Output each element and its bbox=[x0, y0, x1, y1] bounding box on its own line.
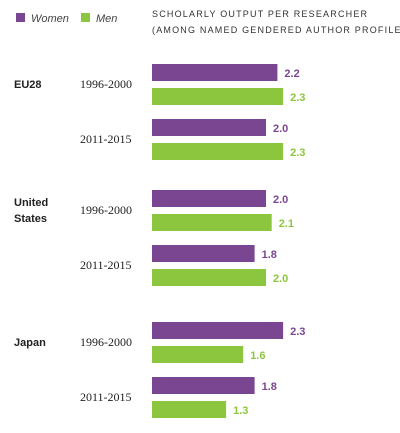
region-label-japan: Japan bbox=[14, 337, 46, 349]
bar-men-united-states-2011-2015 bbox=[152, 269, 266, 286]
period-label-japan-1996-2000: 1996-2000 bbox=[80, 335, 132, 349]
value-label-women-united-states-2011-2015: 1.8 bbox=[262, 249, 277, 261]
bar-women-united-states-1996-2000 bbox=[152, 190, 266, 207]
period-label-eu28-2011-2015: 2011-2015 bbox=[80, 132, 132, 146]
period-label-united-states-1996-2000: 1996-2000 bbox=[80, 203, 132, 217]
value-label-men-united-states-2011-2015: 2.0 bbox=[273, 273, 288, 285]
value-label-women-japan-2011-2015: 1.8 bbox=[262, 381, 277, 393]
bar-women-eu28-2011-2015 bbox=[152, 119, 266, 136]
bar-women-japan-2011-2015 bbox=[152, 377, 255, 394]
value-label-men-japan-1996-2000: 1.6 bbox=[250, 350, 265, 362]
value-label-women-united-states-1996-2000: 2.0 bbox=[273, 194, 288, 206]
legend-swatch-men bbox=[81, 13, 90, 22]
value-label-men-united-states-1996-2000: 2.1 bbox=[279, 218, 294, 230]
region-label-eu28: EU28 bbox=[14, 79, 42, 91]
chart-title: Scholarly output per researcher bbox=[152, 9, 368, 19]
bar-men-japan-2011-2015 bbox=[152, 401, 227, 418]
bar-men-japan-1996-2000 bbox=[152, 346, 244, 363]
chart-subtitle: (among named gendered author profiles) bbox=[152, 25, 400, 35]
bar-men-eu28-1996-2000 bbox=[152, 88, 284, 105]
bar-women-eu28-1996-2000 bbox=[152, 64, 278, 81]
value-label-men-eu28-1996-2000: 2.3 bbox=[290, 92, 305, 104]
bar-men-united-states-1996-2000 bbox=[152, 214, 272, 231]
period-label-eu28-1996-2000: 1996-2000 bbox=[80, 77, 132, 91]
value-label-men-japan-2011-2015: 1.3 bbox=[233, 405, 248, 417]
period-label-united-states-2011-2015: 2011-2015 bbox=[80, 258, 132, 272]
bar-women-united-states-2011-2015 bbox=[152, 245, 255, 262]
legend-label-men: Men bbox=[96, 13, 117, 25]
legend: Women Men bbox=[16, 13, 117, 25]
bar-women-japan-1996-2000 bbox=[152, 322, 284, 339]
value-label-women-eu28-1996-2000: 2.2 bbox=[284, 68, 299, 80]
value-label-men-eu28-2011-2015: 2.3 bbox=[290, 147, 305, 159]
legend-label-women: Women bbox=[31, 13, 69, 25]
legend-swatch-women bbox=[16, 13, 25, 22]
bar-men-eu28-2011-2015 bbox=[152, 143, 284, 160]
region-label-united-states-line-1: United bbox=[14, 197, 48, 209]
value-label-women-japan-1996-2000: 2.3 bbox=[290, 326, 305, 338]
plot-area: EU28 1996-20002.22.32011-20152.02.3United… bbox=[14, 64, 305, 418]
region-label-united-states-line-2: States bbox=[14, 213, 47, 225]
period-label-japan-2011-2015: 2011-2015 bbox=[80, 390, 132, 404]
value-label-women-eu28-2011-2015: 2.0 bbox=[273, 123, 288, 135]
